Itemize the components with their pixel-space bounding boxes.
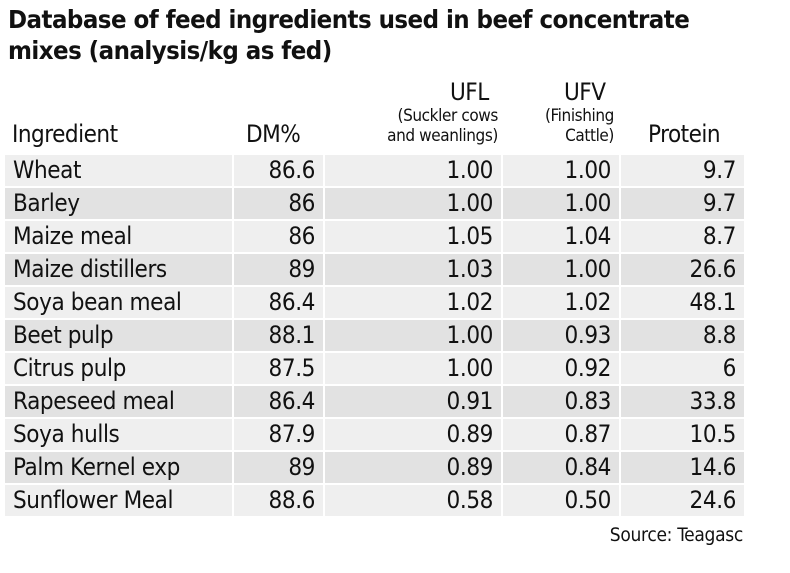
header-ufv: UFV <box>564 78 606 106</box>
cell-ufv: 1.04 <box>503 221 619 252</box>
table-row: Maize meal 86 1.05 1.04 8.7 <box>5 221 744 252</box>
cell-ufl: 0.58 <box>325 485 501 516</box>
cell-ufv: 1.02 <box>503 287 619 318</box>
cell-ingredient: Rapeseed meal <box>5 386 232 417</box>
cell-dm: 86.4 <box>234 287 323 318</box>
cell-ufv: 0.83 <box>503 386 619 417</box>
ufv-subtitle-line-2: Cattle) <box>565 126 614 146</box>
cell-ingredient: Maize distillers <box>5 254 232 285</box>
cell-ingredient: Soya bean meal <box>5 287 232 318</box>
cell-protein: 9.7 <box>621 188 744 219</box>
cell-ingredient: Citrus pulp <box>5 353 232 384</box>
cell-dm: 88.1 <box>234 320 323 351</box>
cell-protein: 14.6 <box>621 452 744 483</box>
cell-ufv: 0.50 <box>503 485 619 516</box>
cell-ingredient: Maize meal <box>5 221 232 252</box>
ufv-subtitle-line-1: (Finishing <box>544 106 614 126</box>
cell-protein: 26.6 <box>621 254 744 285</box>
cell-ufl: 0.89 <box>325 419 501 450</box>
table-row: Citrus pulp 87.5 1.00 0.92 6 <box>5 353 744 384</box>
cell-ufv: 0.87 <box>503 419 619 450</box>
cell-ufv: 1.00 <box>503 254 619 285</box>
table-title: Database of feed ingredients used in bee… <box>8 5 690 65</box>
cell-ufl: 1.05 <box>325 221 501 252</box>
cell-protein: 8.8 <box>621 320 744 351</box>
cell-ufv: 1.00 <box>503 155 619 186</box>
cell-ingredient: Beet pulp <box>5 320 232 351</box>
cell-protein: 48.1 <box>621 287 744 318</box>
ufl-subtitle-line-1: (Suckler cows <box>397 106 499 126</box>
cell-dm: 87.5 <box>234 353 323 384</box>
table-row: Beet pulp 88.1 1.00 0.93 8.8 <box>5 320 744 351</box>
header-ufl-subtitle: (Suckler cows and weanlings) <box>387 106 498 146</box>
cell-ufl: 1.00 <box>325 188 501 219</box>
cell-dm: 89 <box>234 452 323 483</box>
cell-protein: 24.6 <box>621 485 744 516</box>
table-row: Rapeseed meal 86.4 0.91 0.83 33.8 <box>5 386 744 417</box>
cell-dm: 87.9 <box>234 419 323 450</box>
cell-ufl: 1.00 <box>325 353 501 384</box>
cell-ufl: 1.02 <box>325 287 501 318</box>
table-row: Wheat 86.6 1.00 1.00 9.7 <box>5 155 744 186</box>
source-note: Source: Teagasc <box>609 524 744 546</box>
cell-protein: 8.7 <box>621 221 744 252</box>
cell-ufl: 1.00 <box>325 320 501 351</box>
table-row: Barley 86 1.00 1.00 9.7 <box>5 188 744 219</box>
table-row: Soya hulls 87.9 0.89 0.87 10.5 <box>5 419 744 450</box>
cell-ufl: 0.89 <box>325 452 501 483</box>
cell-dm: 86 <box>234 188 323 219</box>
table-row: Soya bean meal 86.4 1.02 1.02 48.1 <box>5 287 744 318</box>
cell-ingredient: Soya hulls <box>5 419 232 450</box>
ufl-subtitle-line-2: and weanlings) <box>387 126 498 146</box>
table-row: Maize distillers 89 1.03 1.00 26.6 <box>5 254 744 285</box>
cell-ufl: 1.00 <box>325 155 501 186</box>
cell-ufv: 0.93 <box>503 320 619 351</box>
cell-ufv: 0.84 <box>503 452 619 483</box>
cell-protein: 6 <box>621 353 744 384</box>
header-dm: DM% <box>246 120 301 148</box>
cell-dm: 86.4 <box>234 386 323 417</box>
header-protein: Protein <box>648 120 721 148</box>
cell-ingredient: Barley <box>5 188 232 219</box>
cell-dm: 86 <box>234 221 323 252</box>
header-ingredient: Ingredient <box>12 120 118 148</box>
cell-ingredient: Sunflower Meal <box>5 485 232 516</box>
cell-protein: 9.7 <box>621 155 744 186</box>
cell-dm: 89 <box>234 254 323 285</box>
feed-table: Wheat 86.6 1.00 1.00 9.7 Barley 86 1.00 1.00 9.7 M… <box>5 155 744 518</box>
cell-ufl: 0.91 <box>325 386 501 417</box>
cell-protein: 33.8 <box>621 386 744 417</box>
header-ufv-subtitle: (Finishing Cattle) <box>545 106 614 146</box>
table-row: Palm Kernel exp 89 0.89 0.84 14.6 <box>5 452 744 483</box>
header-ufl: UFL <box>450 78 489 106</box>
cell-dm: 88.6 <box>234 485 323 516</box>
cell-ufv: 1.00 <box>503 188 619 219</box>
table-row: Sunflower Meal 88.6 0.58 0.50 24.6 <box>5 485 744 516</box>
cell-ufv: 0.92 <box>503 353 619 384</box>
cell-ufl: 1.03 <box>325 254 501 285</box>
cell-ingredient: Wheat <box>5 155 232 186</box>
cell-dm: 86.6 <box>234 155 323 186</box>
cell-protein: 10.5 <box>621 419 744 450</box>
cell-ingredient: Palm Kernel exp <box>5 452 232 483</box>
